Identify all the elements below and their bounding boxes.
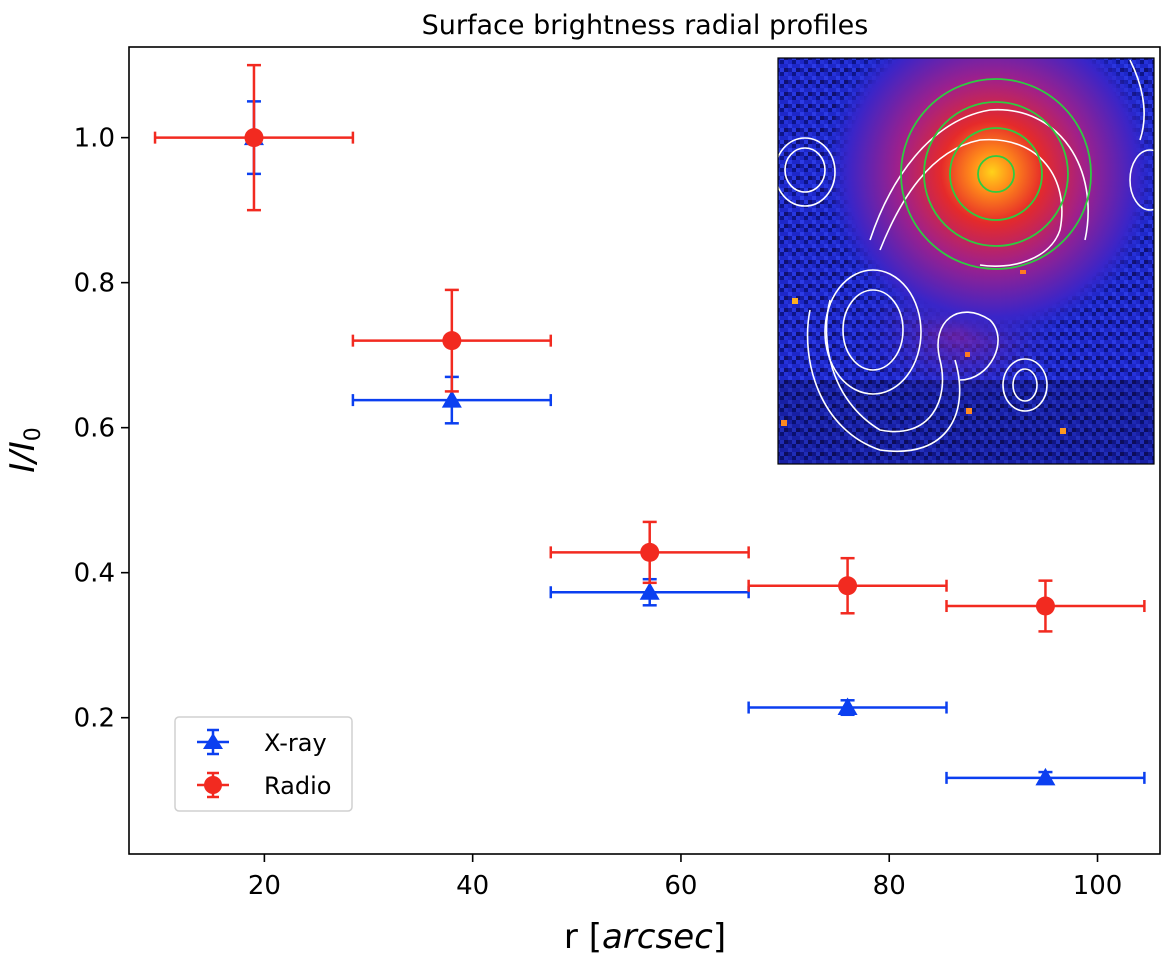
legend-marker-circle — [204, 776, 222, 794]
marker-triangle — [1035, 767, 1056, 786]
legend-entry-xray: X-ray — [197, 728, 327, 757]
x-axis-label: r [arcsec] — [564, 917, 726, 955]
y-axis-label-subscript: 0 — [21, 427, 46, 441]
x-tick-label: 80 — [873, 871, 906, 901]
inset-frame — [777, 57, 1155, 465]
legend-marker-triangle — [203, 733, 223, 749]
radio-contours — [778, 59, 1154, 453]
data-marks — [153, 63, 1146, 786]
data-point-radio — [945, 579, 1146, 633]
x-tick-label: 20 — [248, 871, 281, 901]
x-axis: 20 40 60 80 100 — [248, 854, 1122, 901]
marker-circle — [838, 576, 858, 596]
y-tick-label: 0.6 — [74, 414, 115, 444]
x-tick-label: 40 — [456, 871, 489, 901]
y-tick-label: 1.0 — [74, 124, 115, 154]
y-axis: 0.2 0.4 0.6 0.8 1.0 — [74, 124, 129, 734]
data-point-radio — [549, 520, 750, 585]
annuli — [900, 78, 1092, 270]
y-axis-label: I/I0 — [3, 427, 46, 473]
x-tick-label: 60 — [664, 871, 697, 901]
y-tick-label: 0.2 — [74, 704, 115, 734]
marker-circle — [1035, 596, 1055, 616]
data-point-xray — [747, 697, 948, 717]
x-axis-label-italic: arcsec — [602, 917, 713, 955]
marker-triangle — [837, 697, 858, 716]
legend-entry-radio: Radio — [197, 771, 331, 800]
marker-triangle — [441, 390, 462, 408]
x-tick-label: 100 — [1073, 871, 1123, 901]
marker-triangle — [639, 582, 660, 600]
point-source — [792, 298, 798, 304]
data-point-radio — [351, 288, 553, 393]
legend: X-ray Radio — [174, 716, 353, 812]
y-tick-label: 0.8 — [74, 269, 115, 299]
legend-label-radio: Radio — [264, 772, 331, 800]
marker-circle — [244, 128, 264, 148]
y-tick-label: 0.4 — [74, 559, 115, 589]
data-point-xray — [945, 767, 1146, 786]
chart-title: Surface brightness radial profiles — [422, 10, 869, 41]
legend-label-xray: X-ray — [264, 729, 327, 757]
data-point-radio — [747, 556, 948, 615]
data-point-xray — [549, 577, 750, 607]
marker-circle — [442, 331, 462, 351]
marker-circle — [640, 542, 660, 562]
data-point-radio — [153, 63, 355, 212]
inset-image — [777, 57, 1155, 465]
axes-frame — [128, 46, 1161, 855]
